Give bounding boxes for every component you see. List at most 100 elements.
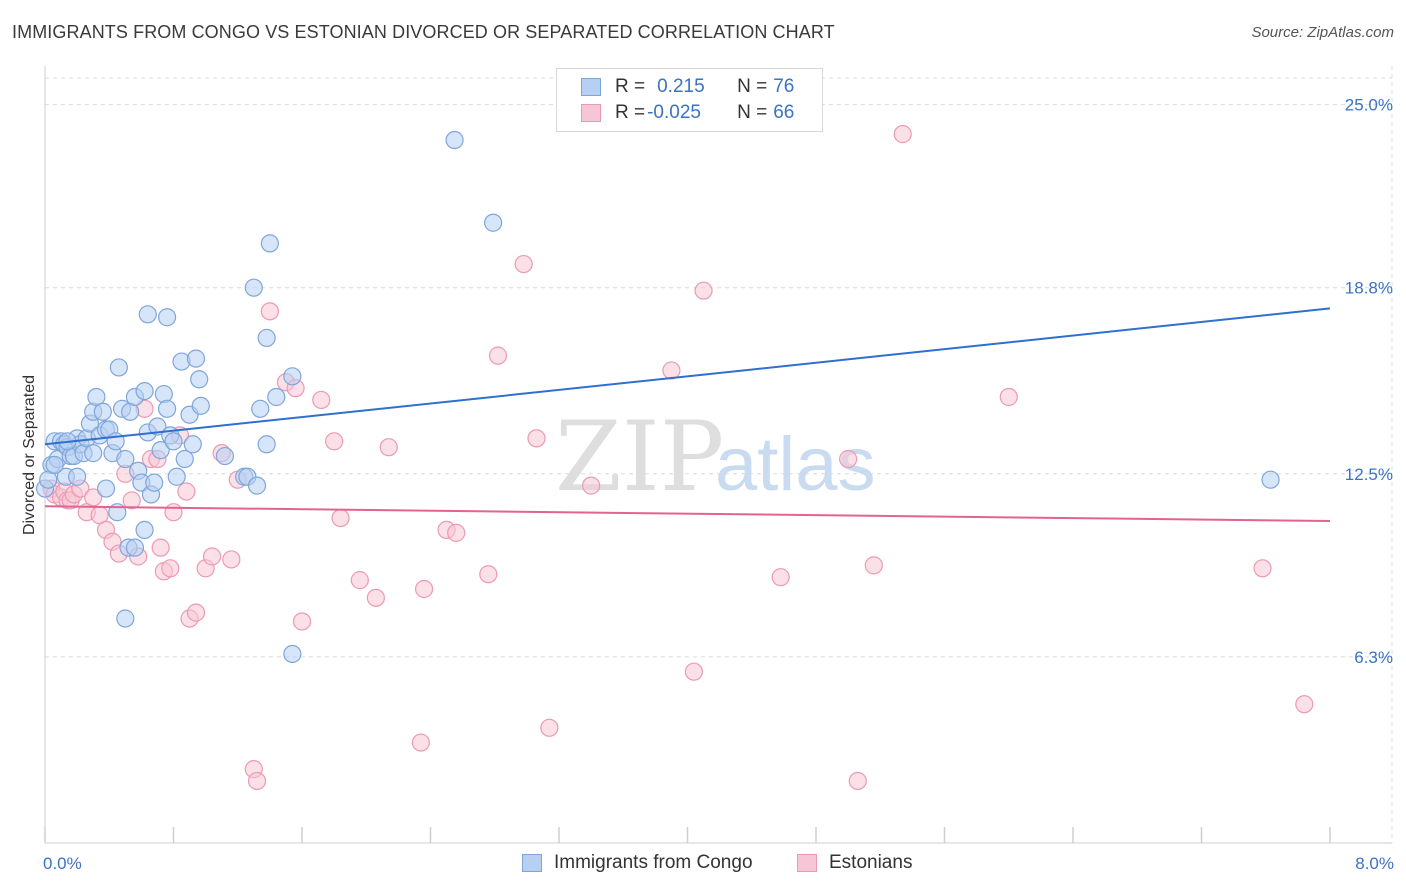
estonians-point bbox=[864, 556, 883, 575]
congo-point bbox=[260, 234, 279, 253]
estonians-point bbox=[222, 550, 241, 569]
estonians-point bbox=[177, 482, 196, 501]
estonians-point bbox=[350, 571, 369, 590]
congo-point bbox=[190, 370, 209, 389]
congo-point bbox=[125, 538, 145, 557]
congo-point bbox=[283, 644, 302, 664]
estonians-point bbox=[379, 438, 398, 457]
series-swatch-congo bbox=[522, 854, 542, 872]
estonians-point bbox=[999, 387, 1018, 407]
congo-point bbox=[257, 435, 276, 454]
estonians-point bbox=[771, 568, 790, 587]
watermark-zip: ZIP bbox=[555, 401, 724, 513]
congo-point bbox=[154, 384, 173, 404]
congo-point bbox=[151, 441, 170, 460]
legend-swatch-estonians bbox=[581, 104, 601, 122]
legend-n-label: N = bbox=[737, 102, 768, 123]
congo-point bbox=[93, 402, 112, 421]
estonians-point bbox=[414, 579, 434, 599]
legend-r-label: R = bbox=[615, 102, 646, 123]
legend-n-value: 76 bbox=[773, 76, 795, 97]
legend-swatch-congo bbox=[581, 78, 601, 96]
source-credit: Source: ZipAtlas.com bbox=[1251, 24, 1394, 41]
congo-point bbox=[183, 435, 202, 454]
estonians-point bbox=[447, 523, 466, 542]
congo-point bbox=[96, 479, 116, 498]
x-tick-label: 0.0% bbox=[43, 854, 82, 873]
y-tick-label: 6.3% bbox=[1354, 648, 1393, 667]
congo-point bbox=[283, 367, 302, 386]
congo-point bbox=[157, 308, 177, 327]
estonians-point bbox=[312, 390, 331, 410]
congo-point bbox=[68, 467, 87, 486]
congo-point bbox=[167, 467, 186, 486]
estonians-point bbox=[1295, 695, 1314, 714]
congo-point bbox=[247, 476, 267, 495]
congo-points bbox=[35, 130, 1280, 664]
congo-trend-line bbox=[44, 307, 1331, 446]
estonians-point bbox=[292, 612, 312, 631]
estonians-point bbox=[186, 603, 206, 622]
estonians-point bbox=[479, 565, 498, 584]
congo-point bbox=[138, 305, 157, 324]
congo-point bbox=[135, 520, 154, 540]
congo-point bbox=[257, 328, 276, 348]
estonians-point bbox=[366, 588, 385, 607]
y-tick-label: 18.8% bbox=[1345, 279, 1393, 298]
legend-n-value: 66 bbox=[773, 102, 795, 123]
estonians-trend-line bbox=[44, 505, 1331, 523]
congo-point bbox=[148, 417, 167, 436]
congo-point bbox=[116, 609, 135, 628]
series-label-congo: Immigrants from Congo bbox=[554, 852, 753, 873]
estonians-point bbox=[514, 254, 533, 274]
estonians-point bbox=[164, 503, 183, 522]
legend-r-value: -0.025 bbox=[647, 102, 701, 123]
y-tick-label: 12.5% bbox=[1345, 465, 1393, 484]
estonians-point bbox=[684, 662, 704, 681]
congo-point bbox=[191, 396, 210, 415]
congo-point bbox=[215, 446, 234, 466]
congo-point bbox=[175, 449, 194, 469]
estonians-point bbox=[694, 281, 713, 300]
congo-point bbox=[84, 444, 103, 463]
watermark: ZIP atlas bbox=[555, 401, 876, 513]
estonians-point bbox=[488, 346, 508, 365]
estonians-point bbox=[151, 538, 170, 557]
congo-point bbox=[251, 399, 270, 418]
legend-row-congo: R = 0.215 N = 76 bbox=[581, 75, 794, 99]
estonians-point bbox=[893, 125, 912, 144]
estonians-point bbox=[161, 559, 180, 578]
legend-row-estonians: R = -0.025 N = 66 bbox=[581, 101, 794, 125]
series-legend: Immigrants from Congo Estonians bbox=[0, 852, 1406, 878]
estonians-point bbox=[202, 547, 222, 566]
congo-point bbox=[484, 213, 503, 232]
legend-r-value: 0.215 bbox=[657, 76, 705, 97]
estonians-point bbox=[540, 718, 559, 737]
axes-layer: 6.3% 12.5% 18.8% 25.0% 0.0% 8.0% bbox=[43, 66, 1394, 873]
series-legend-estonians: Estonians bbox=[797, 852, 912, 874]
estonians-point bbox=[122, 491, 141, 510]
estonians-point bbox=[331, 508, 350, 528]
estonians-point bbox=[325, 432, 344, 451]
y-axis-label: Divorced or Separated bbox=[21, 375, 38, 535]
estonians-point bbox=[247, 771, 267, 791]
congo-point bbox=[45, 455, 64, 475]
estonians-point bbox=[260, 302, 279, 321]
series-swatch-estonians bbox=[797, 854, 817, 872]
series-legend-congo: Immigrants from Congo bbox=[522, 852, 753, 874]
x-tick-label: 8.0% bbox=[1355, 854, 1394, 873]
congo-point bbox=[164, 432, 183, 451]
congo-point bbox=[186, 349, 206, 368]
grid-layer bbox=[45, 66, 1393, 843]
y-tick-label: 25.0% bbox=[1345, 96, 1393, 115]
estonians-point bbox=[411, 733, 430, 752]
chart-title: IMMIGRANTS FROM CONGO VS ESTONIAN DIVORC… bbox=[12, 22, 835, 42]
estonians-point bbox=[662, 361, 681, 380]
congo-point bbox=[244, 278, 263, 297]
estonians-point bbox=[839, 449, 858, 469]
series-label-estonians: Estonians bbox=[829, 852, 913, 873]
congo-point bbox=[157, 399, 177, 418]
congo-point bbox=[145, 473, 164, 492]
legend-n-label: N = bbox=[737, 76, 768, 97]
